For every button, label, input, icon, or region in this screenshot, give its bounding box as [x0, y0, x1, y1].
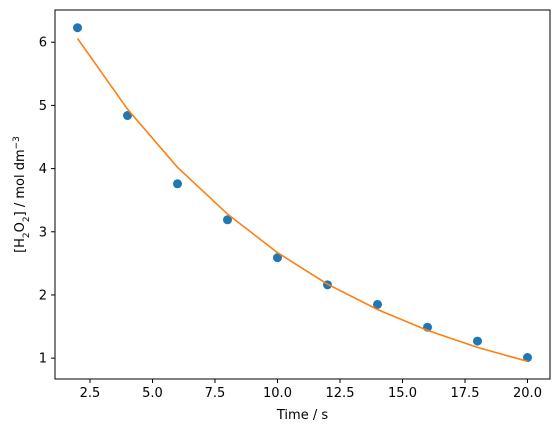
fit-line [76, 37, 528, 363]
scatter-point [523, 353, 532, 363]
x-tick-label: 15.0 [388, 386, 417, 401]
y-tick-label: 4 [39, 162, 47, 177]
x-axis-label: Time / s [276, 408, 328, 423]
scatter-point [373, 299, 382, 309]
y-tick-label: 1 [39, 352, 47, 367]
x-tick-label: 20.0 [513, 386, 542, 401]
y-tick-label: 5 [39, 99, 47, 114]
y-axis-label-prefix: [H [13, 238, 28, 253]
series-layer [73, 23, 532, 363]
y-tick-label: 6 [39, 36, 47, 51]
scatter-point [273, 253, 282, 263]
y-axis-label-mid: O [13, 222, 28, 232]
scatter-point [473, 336, 482, 346]
y-axis-label-sub1: 2 [22, 232, 32, 238]
y-axis-label-sub2: 2 [22, 216, 32, 222]
plot-frame [54, 9, 551, 380]
scatter-point [223, 215, 232, 225]
x-tick-label: 10.0 [263, 386, 292, 401]
x-tick-label: 17.5 [451, 386, 480, 401]
scatter-point [173, 179, 182, 189]
x-tick-label: 12.5 [326, 386, 355, 401]
scatter-point [123, 111, 132, 121]
x-tick-label: 2.5 [80, 386, 101, 401]
scatter-point [73, 23, 82, 33]
x-tick-label: 7.5 [205, 386, 226, 401]
y-axis-label: [H2O2] / mol dm−3 [12, 136, 32, 253]
y-axis-label-sup: −3 [12, 136, 22, 149]
x-tick-label: 5.0 [142, 386, 163, 401]
y-axis-label-suffix: ] / mol dm [13, 149, 28, 216]
y-axis-ticks: 1 2 3 4 5 6 [39, 36, 55, 367]
x-axis-ticks: 2.5 5.0 7.5 10.0 12.5 15.0 17.5 20.0 [80, 379, 542, 401]
y-tick-label: 3 [39, 225, 47, 240]
y-tick-label: 2 [39, 288, 47, 303]
